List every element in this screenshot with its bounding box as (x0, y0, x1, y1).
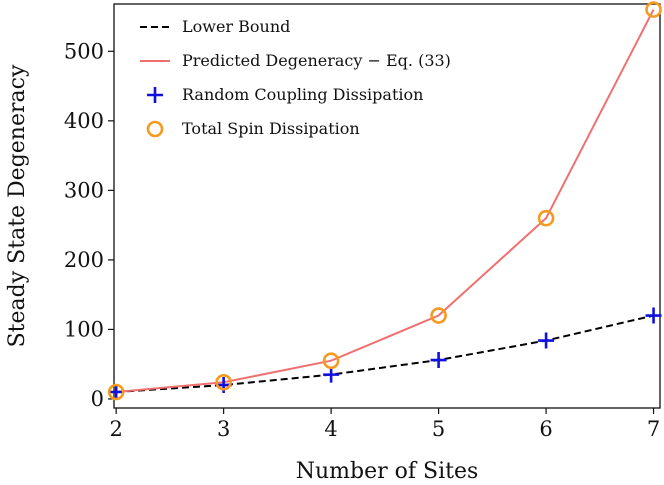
plot-frame (113, 3, 661, 409)
series-0 (116, 314, 654, 394)
total-spin-point (215, 373, 232, 391)
x-axis-ticks: 2 3 4 5 6 7 (109, 408, 660, 441)
lower-bound-line (116, 314, 654, 394)
y-tick-label: 500 (64, 39, 104, 63)
series-3 (107, 1, 662, 401)
legend: Lower Bound Predicted Degeneracy − Eq. (3… (140, 17, 451, 138)
legend-swatch (147, 87, 163, 103)
legend-label: Total Spin Dissipation (182, 119, 360, 138)
x-tick-label: 2 (109, 417, 122, 441)
random-coupling-point (538, 332, 555, 349)
y-axis-ticks: 0 100 200 300 400 500 (64, 39, 114, 411)
y-tick-label: 400 (64, 109, 104, 133)
random-coupling-point (645, 307, 662, 324)
predicted-degeneracy-line (116, 9, 655, 394)
legend-label: Random Coupling Dissipation (182, 85, 423, 104)
x-axis-title: Number of Sites (296, 459, 479, 484)
legend-label: Lower Bound (182, 17, 290, 36)
total-spin-point (430, 307, 447, 324)
random-coupling-point (430, 352, 447, 369)
x-tick-label: 6 (539, 417, 552, 441)
random-coupling-point (108, 384, 125, 401)
total-spin-point (322, 352, 340, 370)
total-spin-point (537, 209, 555, 227)
x-tick-label: 3 (217, 417, 230, 441)
total-spin-point (645, 1, 662, 18)
y-tick-label: 200 (64, 248, 104, 272)
legend-label: Predicted Degeneracy − Eq. (33) (182, 51, 451, 70)
legend-item: Predicted Degeneracy − Eq. (33) (140, 51, 451, 70)
legend-item: Lower Bound (140, 17, 290, 36)
total-spin-point (107, 383, 125, 401)
y-tick-label: 100 (64, 317, 104, 341)
series-1 (116, 9, 655, 394)
legend-swatch (146, 120, 164, 138)
y-tick-label: 0 (91, 387, 104, 411)
x-tick-label: 7 (647, 417, 660, 441)
y-axis-title: Steady State Degeneracy (5, 64, 30, 347)
legend-item: Random Coupling Dissipation (147, 85, 423, 104)
y-tick-label: 300 (64, 178, 104, 202)
x-tick-label: 4 (324, 417, 337, 441)
legend-item: Total Spin Dissipation (146, 119, 360, 138)
series-layer (107, 1, 662, 401)
x-tick-label: 5 (432, 417, 445, 441)
random-coupling-point (323, 366, 340, 383)
